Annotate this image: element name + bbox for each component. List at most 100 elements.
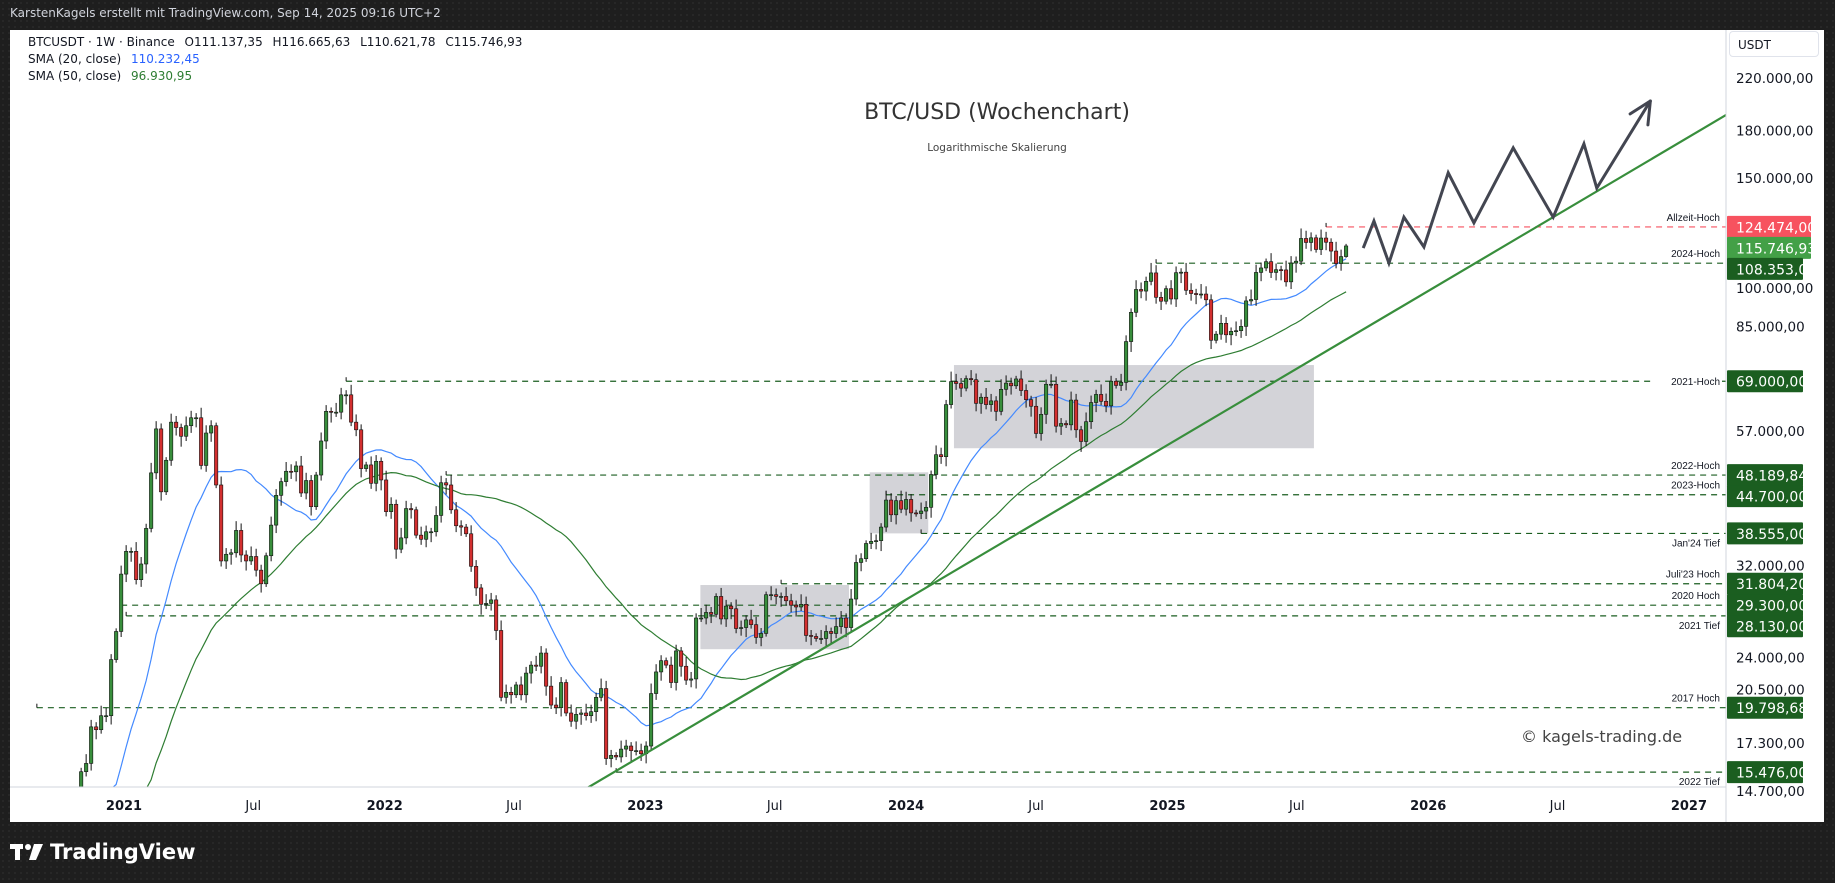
chart-panel[interactable]: Allzeit-Hoch 2024-Hoch 2021-Hoch 2022-Hoch 2… bbox=[10, 30, 1824, 822]
copyright-text: © kagels-trading.de bbox=[1521, 727, 1683, 746]
currency-button[interactable]: USDT bbox=[1729, 31, 1819, 57]
candle bbox=[419, 526, 424, 545]
candle bbox=[499, 620, 504, 702]
chart-canvas[interactable]: Allzeit-Hoch 2024-Hoch 2021-Hoch 2022-Hoch 2… bbox=[10, 30, 1824, 822]
sma20-legend[interactable]: SMA (20, close) 110.232,45 bbox=[28, 52, 206, 66]
candle bbox=[719, 587, 724, 625]
candle bbox=[329, 407, 334, 423]
candle bbox=[794, 600, 799, 617]
candle bbox=[1114, 378, 1119, 389]
candle bbox=[514, 681, 519, 698]
candle bbox=[954, 373, 959, 390]
candle bbox=[1069, 391, 1074, 431]
candle-body bbox=[889, 499, 894, 516]
symbol-info[interactable]: BTCUSDT · 1W · Binance bbox=[28, 35, 175, 49]
candle bbox=[414, 506, 419, 539]
price-label-jan-24-tief: 38.555,00 bbox=[1727, 522, 1807, 545]
candle-body bbox=[999, 388, 1004, 412]
candle bbox=[314, 471, 319, 510]
candle-body bbox=[499, 630, 504, 698]
candle-body bbox=[554, 704, 559, 708]
candle-body bbox=[919, 510, 924, 514]
candle bbox=[744, 615, 749, 638]
candle bbox=[1194, 288, 1199, 305]
candle bbox=[364, 461, 369, 472]
candle-body bbox=[899, 500, 904, 510]
candle bbox=[1129, 308, 1134, 352]
candle bbox=[434, 506, 439, 537]
candle bbox=[709, 606, 714, 624]
level-label-bg bbox=[1654, 374, 1722, 389]
candle bbox=[1289, 256, 1294, 289]
candle bbox=[214, 422, 219, 489]
candle-body bbox=[774, 594, 779, 597]
candle-body bbox=[824, 631, 829, 639]
level-label: 2017 Hoch bbox=[1672, 694, 1720, 705]
candle bbox=[294, 461, 299, 482]
price-label-bg bbox=[1727, 594, 1803, 617]
candle-body bbox=[1099, 394, 1104, 402]
candle bbox=[334, 402, 339, 417]
candle bbox=[599, 678, 604, 702]
candle bbox=[1304, 230, 1309, 249]
candle-body bbox=[794, 604, 799, 608]
candle bbox=[874, 534, 879, 550]
candle-body bbox=[304, 480, 309, 494]
time-axis-label: 2025 bbox=[1149, 799, 1185, 814]
candle-body bbox=[714, 596, 719, 615]
time-axis-label: Jul bbox=[1549, 799, 1566, 814]
candle-body bbox=[1034, 405, 1039, 434]
candle bbox=[819, 629, 824, 645]
candle bbox=[674, 644, 679, 691]
candle-body bbox=[1114, 380, 1119, 386]
candle bbox=[1229, 327, 1234, 346]
candle bbox=[119, 565, 124, 638]
candle-body bbox=[1224, 323, 1229, 336]
candle bbox=[1174, 266, 1179, 307]
candle-body bbox=[809, 635, 814, 637]
candle-body bbox=[209, 425, 214, 434]
candle-body bbox=[344, 394, 349, 397]
candle-body bbox=[909, 499, 914, 514]
candle-body bbox=[1049, 383, 1054, 386]
candle-body bbox=[1324, 237, 1329, 243]
price-axis-label: 57.000,00 bbox=[1736, 424, 1805, 440]
candle bbox=[1269, 253, 1274, 278]
candle bbox=[1239, 319, 1244, 338]
candle bbox=[424, 525, 429, 548]
candle-body bbox=[269, 524, 274, 557]
level-label: 2022 Tief bbox=[1679, 777, 1720, 788]
candle-body bbox=[154, 428, 159, 474]
candle-body bbox=[1299, 238, 1304, 262]
candle bbox=[444, 478, 449, 495]
candle bbox=[1034, 397, 1039, 439]
candle bbox=[544, 648, 549, 696]
candle-body bbox=[289, 470, 294, 473]
sma50-legend[interactable]: SMA (50, close) 96.930,95 bbox=[28, 69, 198, 83]
candle bbox=[274, 489, 279, 534]
price-label-last-price: 115.746,93 bbox=[1727, 236, 1816, 259]
candle-body bbox=[904, 499, 909, 510]
candle bbox=[389, 497, 394, 519]
time-axis-label: Jul bbox=[766, 799, 783, 814]
candle-body bbox=[984, 396, 989, 405]
candle-body bbox=[744, 619, 749, 628]
candle-body bbox=[1154, 272, 1159, 298]
price-label-text: 115.746,93 bbox=[1736, 241, 1816, 257]
candle-body bbox=[494, 599, 499, 631]
candle-body bbox=[94, 726, 99, 731]
projection-arrowhead bbox=[1646, 99, 1652, 127]
candle-body bbox=[614, 755, 619, 758]
candle bbox=[1219, 314, 1224, 340]
candle bbox=[1319, 229, 1324, 256]
price-axis-label: 150.000,00 bbox=[1736, 171, 1813, 187]
candle-body bbox=[529, 664, 534, 674]
price-label-2017-hoch: 19.798,68 bbox=[1727, 696, 1807, 719]
price-label-text: 69.000,00 bbox=[1736, 375, 1807, 391]
candle bbox=[854, 554, 859, 606]
candle bbox=[179, 423, 184, 447]
candle-body bbox=[544, 652, 549, 687]
candle-body bbox=[449, 484, 454, 511]
candle bbox=[349, 384, 354, 427]
tradingview-logo[interactable]: TradingView bbox=[10, 840, 195, 864]
